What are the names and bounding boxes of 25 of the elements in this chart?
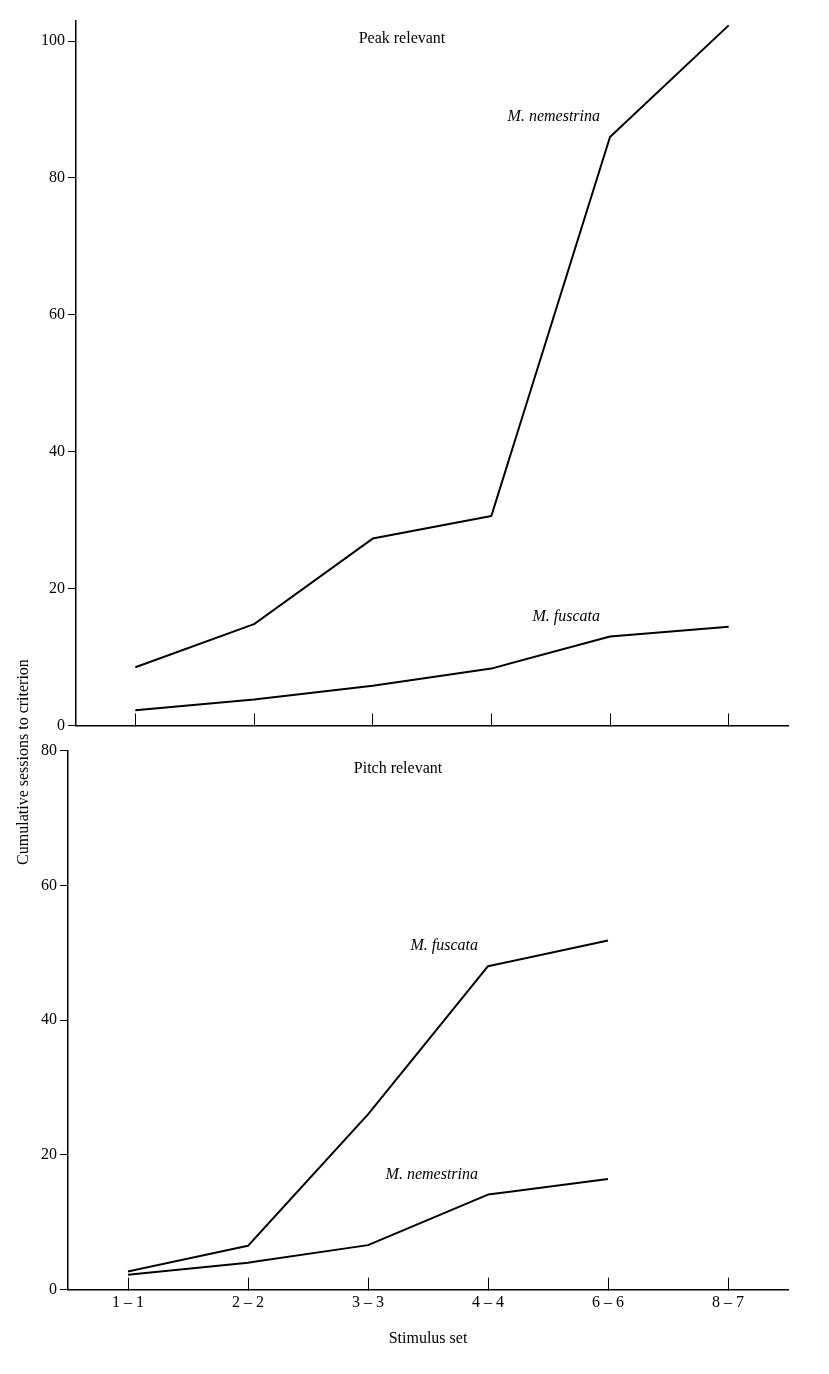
x-axis-title: Stimulus set xyxy=(388,1328,468,1346)
series-label: M. fuscata xyxy=(531,606,600,625)
y-tick-label: 80 xyxy=(41,740,57,758)
y-tick-label: 20 xyxy=(49,578,65,596)
y-axis-title: Cumulative sessions to criterion xyxy=(14,658,32,867)
y-tick-label: 60 xyxy=(41,875,57,893)
x-tick-label: 2 – 2 xyxy=(232,1293,264,1311)
x-tick-label: 3 – 3 xyxy=(352,1293,384,1311)
y-tick-label: 0 xyxy=(57,715,65,733)
x-tick-label: 1 – 1 xyxy=(112,1293,144,1311)
y-tick-label: 100 xyxy=(41,31,65,49)
x-tick-label: 4 – 4 xyxy=(472,1293,504,1311)
text: Pitch relevant xyxy=(353,758,443,776)
series-label: M. nemestrina xyxy=(506,107,600,125)
y-tick-label: 0 xyxy=(49,1279,57,1297)
y-tick-label: 40 xyxy=(49,441,65,459)
series-label: M. nemestrina xyxy=(384,1164,478,1182)
y-tick-label: 40 xyxy=(41,1010,57,1028)
y-tick-label: 60 xyxy=(49,305,65,323)
x-tick-label: 8 – 7 xyxy=(712,1293,744,1311)
x-tick-label: 6 – 6 xyxy=(592,1293,624,1311)
series-label: M. fuscata xyxy=(409,936,478,955)
y-tick-label: 20 xyxy=(41,1145,57,1163)
text: Peak relevant xyxy=(358,28,446,46)
y-tick-label: 80 xyxy=(49,168,65,186)
